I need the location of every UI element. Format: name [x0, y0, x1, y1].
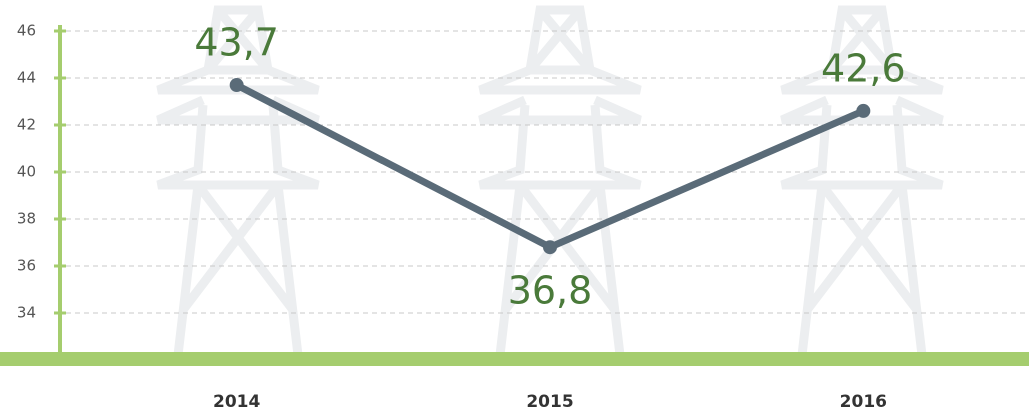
x-tick-label: 2014	[213, 392, 260, 412]
y-tick-label: 36	[17, 257, 36, 275]
y-tick-label: 40	[17, 163, 36, 181]
data-label: 42,6	[821, 46, 906, 90]
y-tick-label: 44	[17, 69, 36, 87]
point	[229, 78, 244, 93]
baseline-band	[0, 352, 1029, 366]
y-tick-label: 38	[17, 210, 36, 228]
y-tick-label: 46	[17, 22, 36, 40]
point	[543, 240, 557, 255]
data-label: 36,8	[508, 269, 593, 313]
y-tick-label: 42	[17, 116, 36, 134]
x-tick-label: 2015	[526, 392, 573, 412]
x-tick-label: 2016	[840, 392, 887, 412]
y-tick-label: 34	[17, 304, 36, 322]
data-label: 43,7	[194, 21, 279, 65]
point	[856, 103, 871, 118]
